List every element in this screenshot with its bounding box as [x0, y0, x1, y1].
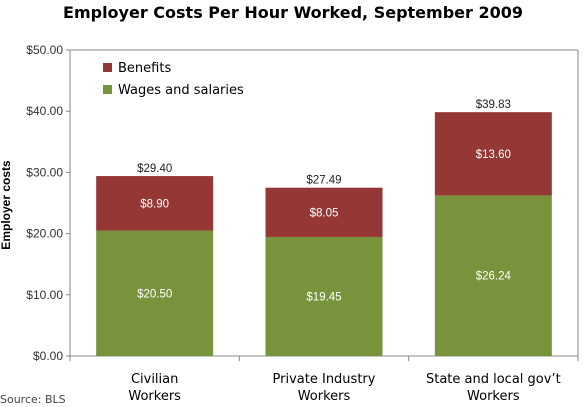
legend-label: Benefits: [118, 61, 171, 76]
data-label-wages: $20.50: [137, 288, 172, 300]
bar-wages: [265, 236, 383, 356]
x-tick-label: Private Industry: [273, 372, 376, 387]
chart-title: Employer Costs Per Hour Worked, Septembe…: [63, 3, 523, 22]
data-label-benefits: $8.90: [140, 198, 169, 210]
bar-benefits: [434, 112, 552, 196]
x-tick-label: Workers: [298, 389, 351, 404]
legend-swatch: [103, 63, 112, 72]
x-tick-label: Civilian: [131, 372, 178, 387]
x-tick-label: State and local gov’t: [426, 372, 561, 387]
y-tick-label: $20.00: [26, 227, 63, 241]
y-tick-label: $50.00: [26, 43, 63, 57]
legend-label: Wages and salaries: [118, 83, 244, 98]
data-label-benefits: $13.60: [476, 149, 511, 161]
x-tick-label: Workers: [467, 389, 520, 404]
data-label-total: $39.83: [476, 99, 511, 111]
data-label-total: $27.49: [306, 175, 341, 187]
data-label-wages: $19.45: [306, 291, 341, 303]
legend: Benefits Wages and salaries: [103, 61, 244, 98]
y-tick-label: $10.00: [26, 288, 63, 302]
bar-wages: [434, 195, 552, 356]
bar-wages: [96, 230, 214, 356]
bar-benefits: [96, 176, 214, 231]
bars: $20.50 $8.90 $29.40 Civilian Workers $19.45 $8…: [96, 99, 561, 404]
y-axis-label: Employer costs: [0, 160, 13, 250]
data-label-wages: $26.24: [476, 271, 512, 283]
legend-swatch: [103, 85, 112, 94]
y-tick-label: $30.00: [26, 165, 63, 179]
x-tick-label: Workers: [128, 389, 181, 404]
y-tick-label: $0.00: [33, 349, 63, 363]
data-label-benefits: $8.05: [310, 207, 339, 219]
y-tick-label: $40.00: [26, 104, 63, 118]
data-label-total: $29.40: [137, 163, 172, 175]
bar-benefits: [265, 187, 383, 237]
source-note: Source: BLS: [0, 393, 66, 406]
